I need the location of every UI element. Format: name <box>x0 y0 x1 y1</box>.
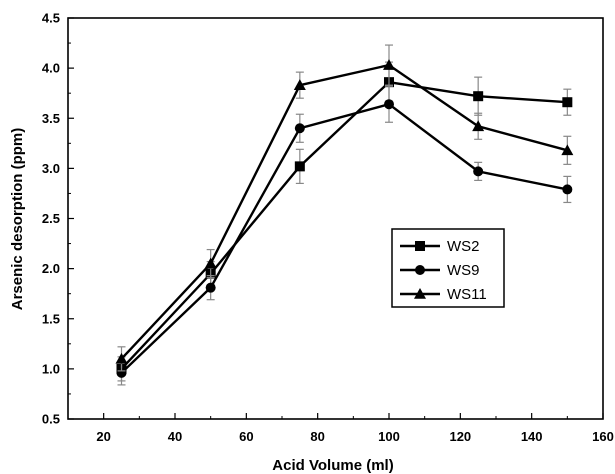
y-tick-label: 1.5 <box>42 311 60 326</box>
x-tick-label: 120 <box>449 429 471 444</box>
marker-circle <box>415 265 425 275</box>
marker-circle <box>205 282 216 293</box>
series-ws9 <box>116 85 573 386</box>
y-tick-label: 2.0 <box>42 261 60 276</box>
legend-label: WS9 <box>447 262 480 279</box>
marker-square <box>415 241 425 251</box>
x-tick-label: 140 <box>521 429 543 444</box>
x-axis-title: Acid Volume (ml) <box>272 457 393 474</box>
legend-entry-ws2: WS2 <box>400 238 480 255</box>
marker-triangle <box>293 79 306 90</box>
marker-triangle <box>204 257 217 269</box>
legend-label: WS2 <box>447 238 480 255</box>
y-axis-title: Arsenic desorption (ppm) <box>9 128 26 311</box>
x-tick-label: 40 <box>168 429 182 444</box>
series-line <box>120 63 568 360</box>
x-tick-label: 60 <box>239 429 253 444</box>
marker-circle <box>384 99 394 110</box>
y-tick-label: 4.5 <box>42 11 60 26</box>
axes: 20 40 60 80 100 120 140 160 0.5 1.0 1.5 2.0 2.5 3.0 3.… <box>42 11 614 445</box>
y-tick-label: 3.0 <box>42 161 60 176</box>
legend-entry-ws9: WS9 <box>400 262 480 279</box>
y-tick-label: 1.0 <box>42 361 60 376</box>
marker-square <box>294 161 305 172</box>
marker-triangle <box>383 59 395 70</box>
y-tick-label: 2.5 <box>42 211 60 226</box>
x-tick-label: 100 <box>378 429 400 444</box>
marker-circle <box>473 166 484 177</box>
marker-triangle <box>115 352 128 364</box>
y-tick-label: 4.0 <box>42 61 60 76</box>
x-tick-label: 80 <box>310 429 324 444</box>
marker-circle <box>562 184 573 195</box>
y-tick-label: 0.5 <box>42 412 60 427</box>
legend-label: WS11 <box>447 286 487 303</box>
y-tick-label: 3.5 <box>42 111 60 126</box>
legend-entry-ws11: WS11 <box>400 286 487 303</box>
marker-triangle <box>414 288 426 299</box>
series-layer <box>115 44 574 386</box>
x-tick-label: 20 <box>96 429 110 444</box>
marker-circle <box>294 123 305 134</box>
legend: WS2 WS9 WS11 <box>391 228 505 308</box>
series-ws11 <box>115 44 574 372</box>
series-line <box>120 80 568 370</box>
marker-square <box>562 97 573 108</box>
series-ws2 <box>116 61 573 382</box>
series-line <box>120 102 568 374</box>
marker-square <box>473 91 484 102</box>
marker-triangle <box>472 120 485 132</box>
marker-triangle <box>561 144 574 156</box>
x-tick-label: 160 <box>592 429 614 444</box>
